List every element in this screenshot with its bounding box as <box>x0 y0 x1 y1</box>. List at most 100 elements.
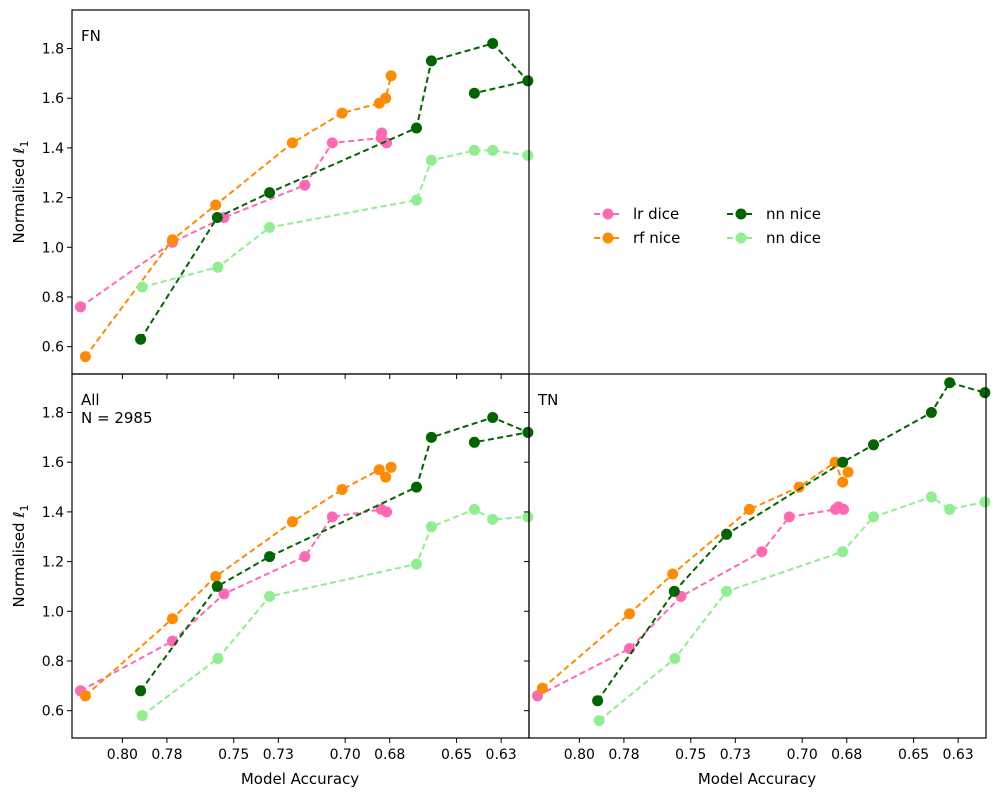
data-point-all-lr-dice <box>381 506 393 518</box>
data-point-all-rf-nice <box>373 464 385 476</box>
y-tick-label-fn: 1.2 <box>42 191 64 207</box>
data-point-fn-nn-dice <box>425 154 437 166</box>
panel-frame-tn <box>528 373 987 739</box>
legend-entry-nn-dice: nn dice <box>727 229 821 247</box>
data-point-fn-rf-nice <box>286 137 298 149</box>
x-tick-label-tn: 0.68 <box>831 747 862 763</box>
data-point-fn-rf-nice <box>79 351 91 363</box>
y-tick-label-all: 1.2 <box>42 555 64 571</box>
x-tick-label-all: 0.63 <box>486 747 517 763</box>
legend-label-rf-nice: rf nice <box>633 229 680 247</box>
data-point-tn-nn-nice <box>721 528 733 540</box>
data-point-all-nn-dice <box>522 511 534 523</box>
data-point-tn-nn-nice <box>925 407 937 418</box>
y-axis-label-top-subscript: 1 <box>18 141 31 148</box>
data-point-all-rf-nice <box>167 613 178 625</box>
legend-marker-nn-nice <box>735 208 747 220</box>
y-tick-label-all: 1.4 <box>42 505 64 521</box>
panel-tn: 0.80 0.78 0.75 0.73 0.70 0.68 0.65 0.63 TN <box>524 373 991 763</box>
data-point-tn-rf-nice <box>667 568 679 580</box>
y-axis-label-top-text: Normalised <box>10 154 28 244</box>
x-tick-label-tn: 0.75 <box>675 747 706 763</box>
legend-entry-rf-nice: rf nice <box>594 229 680 247</box>
data-point-all-rf-nice <box>79 690 91 702</box>
x-tick-label-all: 0.68 <box>374 747 405 763</box>
data-point-all-nn-dice <box>264 590 276 602</box>
data-point-tn-nn-dice <box>979 496 991 508</box>
data-point-tn-nn-nice <box>837 456 849 468</box>
data-point-all-rf-nice <box>336 484 348 495</box>
data-point-fn-lr-dice <box>326 137 338 149</box>
y-tick-label-fn: 1.4 <box>42 141 64 157</box>
panel-label-all: All <box>81 391 100 409</box>
data-point-all-nn-nice <box>425 431 437 443</box>
data-point-tn-nn-dice <box>721 585 733 597</box>
data-point-tn-nn-dice <box>868 511 879 523</box>
x-axis-label-right: Model Accuracy <box>698 770 816 788</box>
data-point-all-rf-nice <box>210 571 222 582</box>
y-tick-label-all: 1.6 <box>42 455 64 471</box>
data-point-fn-lr-dice <box>299 179 311 191</box>
x-tick-label-tn: 0.65 <box>898 747 929 763</box>
data-point-tn-lr-dice <box>783 511 795 523</box>
y-tick-label-fn: 0.8 <box>42 290 64 306</box>
x-tick-label-all: 0.73 <box>263 747 294 763</box>
data-point-fn-rf-nice <box>385 70 397 82</box>
y-axis-label-bottom-subscript: 1 <box>18 505 31 512</box>
legend-marker-rf-nice <box>602 232 614 244</box>
data-point-fn-rf-nice <box>210 199 222 211</box>
y-tick-label-all: 0.8 <box>42 654 64 670</box>
data-point-fn-nn-nice <box>211 212 223 223</box>
y-axis-label-top: Normalised ℓ1 <box>10 141 31 244</box>
data-point-all-nn-dice <box>487 513 499 525</box>
data-point-all-nn-dice <box>468 503 480 515</box>
data-point-all-nn-nice <box>264 551 276 563</box>
x-axis-label-left: Model Accuracy <box>241 770 359 788</box>
data-point-fn-nn-nice <box>135 333 147 345</box>
legend-label-nn-nice: nn nice <box>766 205 821 223</box>
data-point-tn-nn-dice <box>944 503 956 515</box>
y-tick-label-fn: 0.6 <box>42 340 64 356</box>
data-point-fn-lr-dice <box>75 301 86 313</box>
data-point-all-nn-dice <box>411 558 422 570</box>
data-point-tn-nn-dice <box>925 491 937 503</box>
x-tick-label-tn: 0.78 <box>608 747 639 763</box>
data-point-all-nn-nice <box>487 412 499 423</box>
data-point-fn-nn-dice <box>522 149 534 161</box>
data-point-fn-nn-nice <box>487 38 499 49</box>
data-point-tn-lr-dice <box>756 546 768 558</box>
data-point-fn-nn-nice <box>522 75 534 87</box>
data-point-all-lr-dice <box>218 588 230 600</box>
data-point-fn-rf-nice <box>380 92 392 104</box>
data-point-fn-nn-dice <box>411 194 422 206</box>
data-point-all-nn-nice <box>468 436 480 448</box>
data-point-tn-nn-nice <box>944 377 956 389</box>
data-point-tn-rf-nice <box>536 682 548 694</box>
x-tick-label-all: 0.75 <box>218 747 249 763</box>
data-point-fn-nn-nice <box>264 187 276 199</box>
data-point-all-nn-dice <box>212 653 224 664</box>
data-point-tn-rf-nice <box>624 608 635 620</box>
legend: lr dice rf nice nn nice nn dice <box>594 205 821 247</box>
data-point-fn-nn-dice <box>468 144 480 156</box>
x-tick-label-tn: 0.70 <box>787 747 818 763</box>
x-tick-label-tn: 0.80 <box>564 747 595 763</box>
y-tick-label-all: 1.8 <box>42 406 64 422</box>
data-point-tn-lr-dice <box>624 643 635 655</box>
data-point-fn-nn-nice <box>411 122 422 134</box>
data-point-tn-nn-dice <box>837 546 849 558</box>
panel-label-fn: FN <box>81 27 101 45</box>
legend-marker-lr-dice <box>602 208 614 220</box>
data-point-all-rf-nice <box>286 516 298 528</box>
data-point-fn-nn-dice <box>212 261 224 273</box>
data-point-all-rf-nice <box>385 461 397 473</box>
legend-entry-nn-nice: nn nice <box>727 205 821 223</box>
data-point-fn-nn-nice <box>468 87 480 99</box>
y-axis-label-bottom-symbol: ℓ <box>10 512 28 519</box>
y-axis-label-bottom: Normalised ℓ1 <box>10 505 31 608</box>
data-point-all-nn-nice <box>411 481 422 493</box>
panel-all: 0.80 0.78 0.75 0.73 0.70 0.68 0.65 0.63 0.6 0.8 1.… <box>42 373 534 763</box>
data-point-fn-nn-dice <box>136 281 148 293</box>
